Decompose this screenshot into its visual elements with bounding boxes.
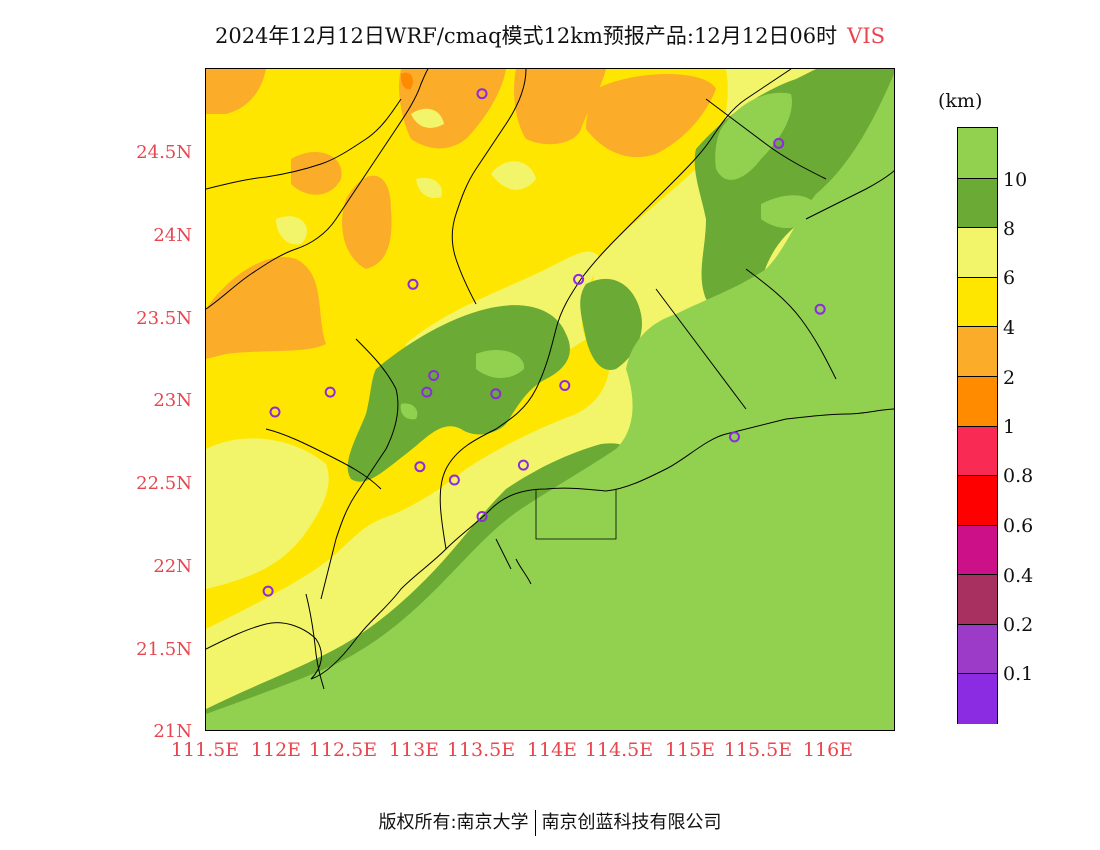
colorbar-label-0-6: 0.6 xyxy=(1003,515,1034,537)
footer-company: 南京创蓝科技有限公司 xyxy=(541,812,722,833)
lat-label-23: 23N xyxy=(153,390,192,411)
station-marker xyxy=(421,386,433,398)
map-title: 2024年12月12日WRF/cmaq模式12km预报产品:12月12日06时 V… xyxy=(0,20,1100,50)
lon-label-113-5: 113.5E xyxy=(446,739,516,761)
lon-label-114: 114E xyxy=(526,739,578,761)
colorbar-label-0-8: 0.8 xyxy=(1003,465,1034,487)
lon-label-116: 116E xyxy=(802,739,854,761)
vis-over-10-areas xyxy=(206,73,894,730)
title-main: 2024年12月12日WRF/cmaq模式12km预报产品:12月12日06时 xyxy=(214,24,838,48)
vis-2-4-areas xyxy=(206,69,716,514)
colorbar-label-2: 2 xyxy=(1003,367,1016,389)
colorbar xyxy=(957,127,998,724)
colorbar-swatch xyxy=(958,227,997,278)
lat-label-24: 24N xyxy=(153,225,192,246)
lon-label-114-5: 114.5E xyxy=(584,739,654,761)
colorbar-label-0-4: 0.4 xyxy=(1003,565,1034,587)
station-marker xyxy=(414,461,426,473)
station-marker xyxy=(573,273,585,285)
visibility-map xyxy=(205,68,895,731)
station-marker xyxy=(517,459,529,471)
lat-label-24-5: 24.5N xyxy=(136,142,192,163)
lat-label-22: 22N xyxy=(153,556,192,577)
colorbar-swatch xyxy=(958,128,997,178)
lon-label-112-5: 112.5E xyxy=(308,739,378,761)
colorbar-label-0-2: 0.2 xyxy=(1003,614,1034,636)
copyright-footer: 版权所有:南京大学 南京创蓝科技有限公司 xyxy=(0,808,1100,836)
colorbar-label-8: 8 xyxy=(1003,218,1016,240)
lat-label-23-5: 23.5N xyxy=(136,308,192,329)
colorbar-label-4: 4 xyxy=(1003,317,1016,339)
lon-label-112: 112E xyxy=(250,739,302,761)
colorbar-swatch xyxy=(958,475,997,526)
footer-divider xyxy=(534,810,536,836)
colorbar-swatch xyxy=(958,326,997,377)
station-marker xyxy=(814,303,826,315)
coastline-borders xyxy=(206,69,894,690)
colorbar-label-10: 10 xyxy=(1003,169,1028,191)
colorbar-swatch xyxy=(958,574,997,625)
colorbar-swatch xyxy=(958,623,997,675)
colorbar-label-1: 1 xyxy=(1003,416,1016,438)
lat-label-21-5: 21.5N xyxy=(136,639,192,660)
lon-label-113: 113E xyxy=(388,739,440,761)
station-marker xyxy=(729,431,740,443)
station-marker xyxy=(262,585,274,597)
station-marker xyxy=(324,386,336,398)
map-canvas xyxy=(206,69,894,730)
colorbar-label-6: 6 xyxy=(1003,267,1016,289)
station-marker xyxy=(407,278,419,290)
lon-label-111-5: 111.5E xyxy=(170,739,240,761)
colorbar-swatch xyxy=(958,375,997,427)
station-markers xyxy=(262,88,826,597)
station-marker xyxy=(773,137,785,149)
station-marker xyxy=(490,388,502,400)
colorbar-label-0-1: 0.1 xyxy=(1003,663,1034,685)
colorbar-unit: (km) xyxy=(938,90,983,112)
colorbar-swatch xyxy=(958,177,997,229)
colorbar-swatch xyxy=(958,673,997,724)
colorbar-swatch xyxy=(958,524,997,576)
station-marker xyxy=(448,474,460,486)
lon-label-115: 115E xyxy=(664,739,716,761)
station-marker xyxy=(269,406,281,418)
lat-label-21: 21N xyxy=(153,721,192,742)
title-variable: VIS xyxy=(847,24,886,48)
colorbar-swatch xyxy=(958,425,997,477)
station-marker xyxy=(428,370,440,381)
station-marker xyxy=(476,511,488,522)
footer-copyright: 版权所有:南京大学 xyxy=(378,812,529,833)
station-marker xyxy=(476,88,488,100)
station-marker xyxy=(559,380,571,391)
colorbar-swatch xyxy=(958,276,997,328)
lon-label-115-5: 115.5E xyxy=(723,739,793,761)
lat-label-22-5: 22.5N xyxy=(136,473,192,494)
